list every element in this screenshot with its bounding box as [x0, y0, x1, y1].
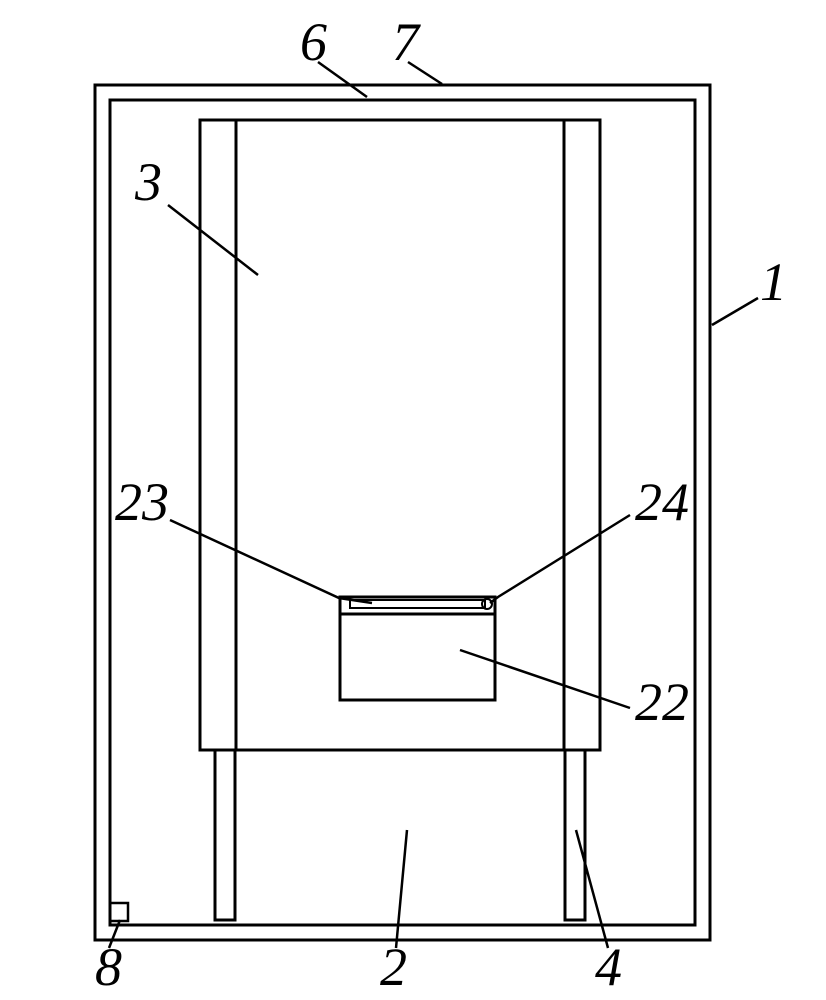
- label-7: 7: [392, 12, 421, 72]
- leader-2: [396, 830, 407, 948]
- leg-left: [215, 750, 235, 920]
- label-3: 3: [134, 152, 162, 212]
- seat-back: [200, 120, 600, 750]
- label-8: 8: [95, 937, 122, 997]
- box-8: [110, 903, 128, 921]
- leader-3: [168, 205, 258, 275]
- label-4: 4: [595, 937, 622, 997]
- leader-4: [576, 830, 608, 948]
- inner-frame: [110, 100, 695, 925]
- outer-frame: [95, 85, 710, 940]
- box-22: [340, 597, 495, 700]
- upright-left: [200, 120, 236, 750]
- knob-24: [482, 599, 492, 609]
- label-23: 23: [115, 472, 169, 532]
- label-1: 1: [760, 252, 787, 312]
- leg-right: [565, 750, 585, 920]
- leader-1: [712, 298, 758, 325]
- upright-right: [564, 120, 600, 750]
- leader-24: [490, 515, 630, 603]
- slider-23: [350, 600, 485, 608]
- label-24: 24: [635, 472, 689, 532]
- label-6: 6: [300, 12, 327, 72]
- label-2: 2: [380, 937, 407, 997]
- diagram-svg: 6 7 3 1 23 24 22 8 2 4: [0, 0, 826, 1000]
- label-22: 22: [635, 672, 689, 732]
- figure: [95, 85, 710, 940]
